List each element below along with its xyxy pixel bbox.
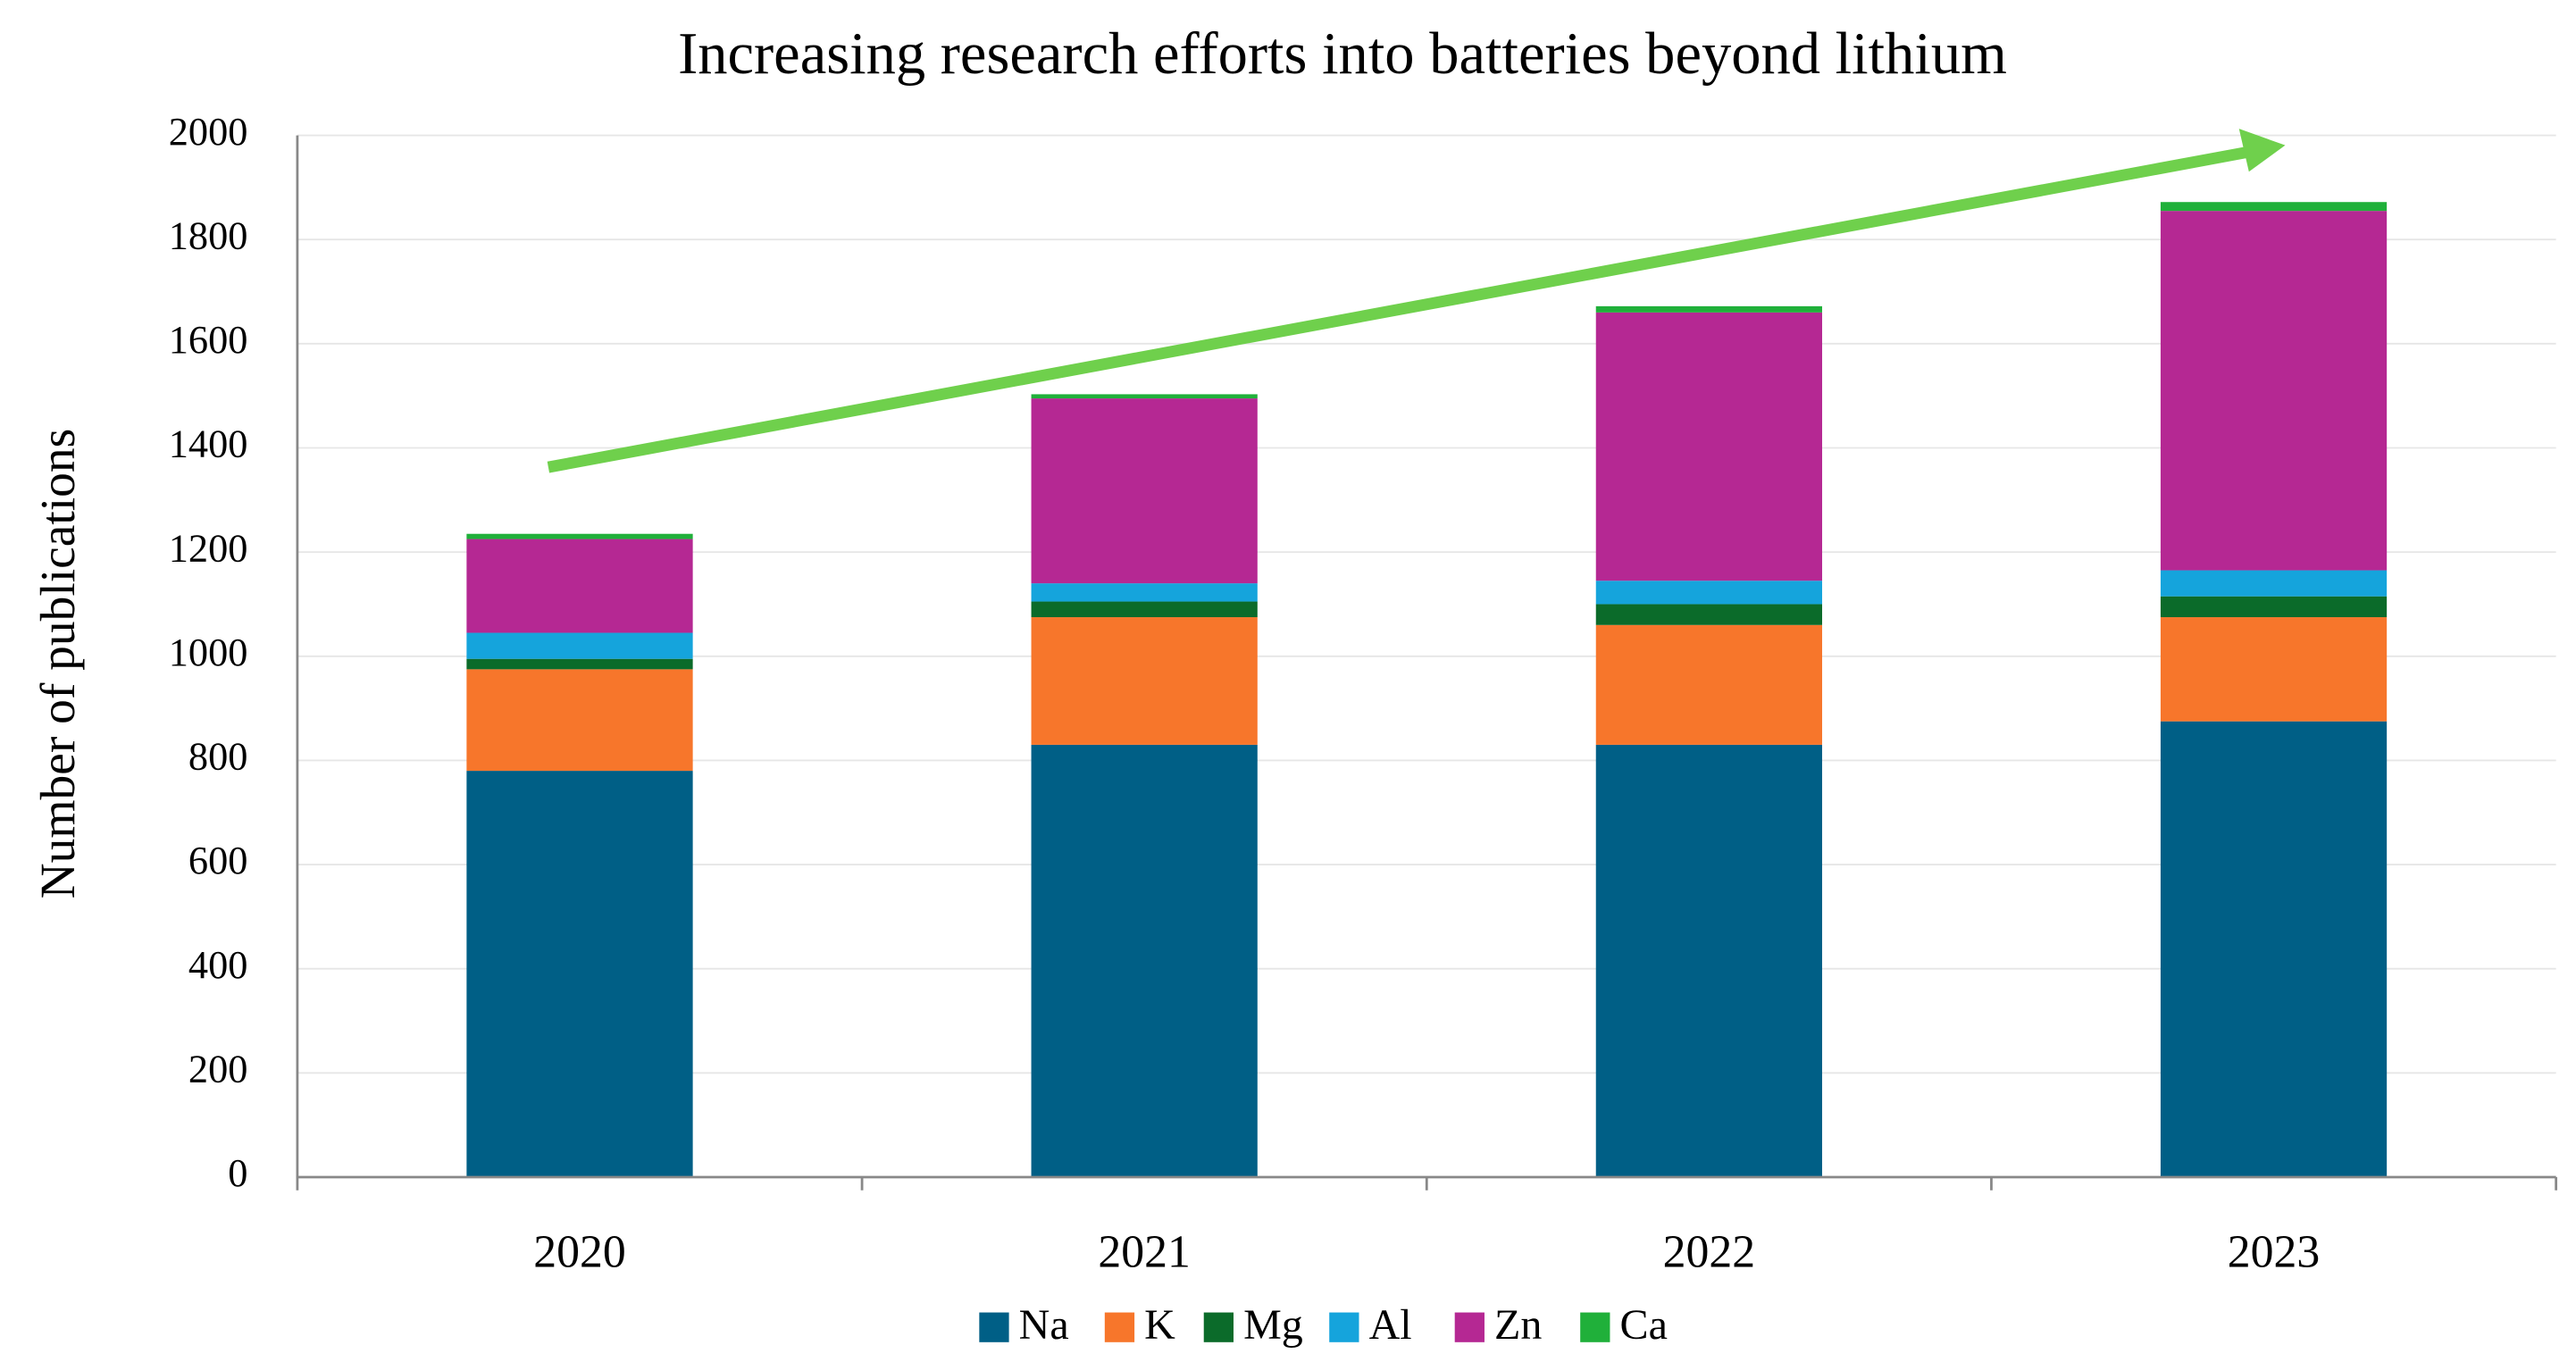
bar-segment bbox=[1031, 583, 1258, 602]
bar-segment bbox=[1595, 744, 1822, 1177]
y-tick-label: 600 bbox=[188, 838, 248, 882]
y-tick-label: 2000 bbox=[169, 109, 248, 154]
bar-segment bbox=[2160, 596, 2388, 618]
chart-title: Increasing research efforts into batteri… bbox=[678, 21, 2007, 87]
bar-segment bbox=[466, 658, 693, 670]
legend-label: Al bbox=[1369, 1301, 1412, 1349]
legend-label: K bbox=[1144, 1301, 1175, 1349]
bar-segment bbox=[466, 669, 693, 772]
legend-swatch bbox=[1329, 1312, 1359, 1342]
x-tick-label: 2020 bbox=[533, 1227, 626, 1278]
x-tick-label: 2023 bbox=[2228, 1227, 2321, 1278]
y-tick-label: 1400 bbox=[169, 422, 248, 466]
bar-segment bbox=[2160, 570, 2388, 597]
bar-segment bbox=[1031, 394, 1258, 399]
bar-segment bbox=[1031, 744, 1258, 1177]
legend-swatch bbox=[1203, 1312, 1234, 1342]
bar-segment bbox=[466, 632, 693, 659]
y-tick-label: 400 bbox=[188, 942, 248, 987]
bar-segment bbox=[2160, 211, 2388, 571]
bar-segment bbox=[1595, 624, 1822, 745]
bar-segment bbox=[2160, 202, 2388, 212]
x-tick-label: 2021 bbox=[1098, 1227, 1191, 1278]
y-tick-label: 1600 bbox=[169, 317, 248, 362]
legend-swatch bbox=[1580, 1312, 1610, 1342]
y-tick-label: 0 bbox=[228, 1150, 247, 1195]
trend-arrow bbox=[547, 146, 2250, 473]
bar-segment bbox=[466, 533, 693, 539]
y-axis-label: Number of publications bbox=[30, 429, 85, 899]
bar-segment bbox=[1595, 305, 1822, 313]
trend-arrowhead bbox=[2238, 129, 2286, 172]
x-tick-label: 2022 bbox=[1663, 1227, 1756, 1278]
y-tick-label: 200 bbox=[188, 1047, 248, 1091]
bar-segment bbox=[1595, 312, 1822, 581]
bar-segment bbox=[1031, 601, 1258, 618]
bar-segment bbox=[1031, 398, 1258, 584]
bar-segment bbox=[466, 771, 693, 1177]
y-tick-label: 1200 bbox=[169, 525, 248, 570]
legend-label: Na bbox=[1019, 1301, 1069, 1349]
bar-segment bbox=[466, 539, 693, 633]
bar-segment bbox=[2160, 617, 2388, 722]
legend-label: Mg bbox=[1243, 1301, 1303, 1349]
legend-label: Zn bbox=[1494, 1301, 1542, 1349]
y-tick-label: 1000 bbox=[169, 630, 248, 674]
legend-swatch bbox=[1104, 1312, 1135, 1342]
legend-swatch bbox=[979, 1312, 1009, 1342]
y-tick-label: 1800 bbox=[169, 213, 248, 257]
legend-swatch bbox=[1454, 1312, 1485, 1342]
bar-segment bbox=[1595, 604, 1822, 625]
bar-segment bbox=[1595, 581, 1822, 605]
plot-area: 0 200 400 600 800 1000 1200 1400 1600 1800 2000 202… bbox=[169, 109, 2558, 1349]
bar-segment bbox=[2160, 721, 2388, 1177]
bar-segment bbox=[1031, 617, 1258, 745]
y-tick-label: 800 bbox=[188, 734, 248, 779]
legend-label: Ca bbox=[1620, 1301, 1668, 1349]
